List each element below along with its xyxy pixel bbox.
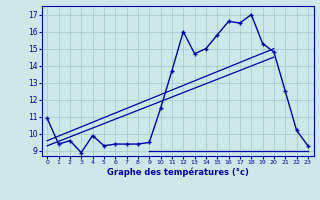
X-axis label: Graphe des températures (°c): Graphe des températures (°c)	[107, 168, 249, 177]
